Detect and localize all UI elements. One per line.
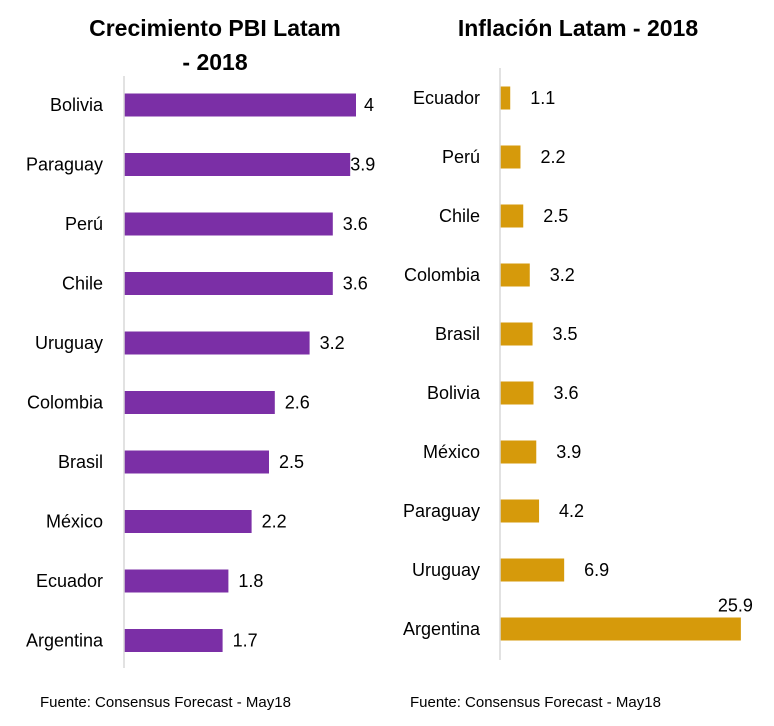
gdp-category-label-7: Brasil [58, 452, 103, 472]
inflation-bar-8 [500, 499, 540, 523]
inflation-category-label-3: Chile [439, 206, 480, 226]
inflation-bar-6 [500, 381, 534, 405]
gdp-bar-5 [124, 331, 310, 355]
gdp-source-note: Fuente: Consensus Forecast - May18 [40, 694, 291, 711]
gdp-bar-4 [124, 272, 333, 295]
gdp-category-label-8: México [46, 512, 103, 532]
gdp-bar-7 [124, 450, 269, 474]
inflation-bar-9 [500, 558, 565, 582]
gdp-bar-10 [124, 629, 223, 652]
gdp-value-label-10: 1.7 [233, 631, 258, 651]
gdp-bar-1 [124, 93, 356, 117]
gdp-value-label-7: 2.5 [279, 452, 304, 472]
gdp-bar-9 [124, 569, 229, 593]
inflation-bar-4 [500, 263, 530, 287]
gdp-value-label-2: 3.9 [350, 155, 375, 175]
inflation-bar-2 [500, 145, 521, 169]
inflation-value-label-5: 3.5 [553, 324, 578, 344]
gdp-bar-6 [124, 391, 275, 414]
gdp-category-label-1: Bolivia [50, 95, 104, 115]
gdp-bar-3 [124, 212, 333, 236]
inflation-value-label-6: 3.6 [553, 383, 578, 403]
inflation-category-label-4: Colombia [404, 265, 481, 285]
inflation-category-label-9: Uruguay [412, 560, 480, 580]
gdp-value-label-1: 4 [364, 95, 374, 115]
gdp-category-label-6: Colombia [27, 393, 104, 413]
gdp-value-label-5: 3.2 [320, 333, 345, 353]
inflation-bar-7 [500, 440, 537, 464]
gdp-value-label-3: 3.6 [343, 214, 368, 234]
inflation-value-label-10: 25.9 [718, 596, 753, 616]
gdp-growth-chart: Crecimiento PBI Latam - 2018 Bolivia 4 Par… [26, 15, 375, 711]
inflation-value-label-4: 3.2 [550, 265, 575, 285]
inflation-category-label-1: Ecuador [413, 88, 480, 108]
gdp-chart-title-line-1: Crecimiento PBI Latam [89, 15, 341, 41]
gdp-value-label-8: 2.2 [262, 512, 287, 532]
inflation-value-label-7: 3.9 [556, 442, 581, 462]
inflation-category-label-10: Argentina [403, 619, 481, 639]
inflation-category-label-6: Bolivia [427, 383, 481, 403]
gdp-bar-8 [124, 510, 252, 533]
gdp-category-label-4: Chile [62, 274, 103, 294]
inflation-value-label-8: 4.2 [559, 501, 584, 521]
gdp-category-label-10: Argentina [26, 631, 104, 651]
gdp-value-label-9: 1.8 [238, 571, 263, 591]
inflation-category-label-2: Perú [442, 147, 480, 167]
inflation-value-label-2: 2.2 [540, 147, 565, 167]
gdp-category-label-9: Ecuador [36, 571, 103, 591]
inflation-source-note: Fuente: Consensus Forecast - May18 [410, 694, 661, 711]
gdp-category-label-3: Perú [65, 214, 103, 234]
inflation-value-label-9: 6.9 [584, 560, 609, 580]
gdp-category-label-2: Paraguay [26, 155, 103, 175]
inflation-bars: Ecuador 1.1 Perú 2.2 Chile 2.5 Colombia 3.2 Bras… [403, 86, 753, 641]
inflation-value-label-3: 2.5 [543, 206, 568, 226]
gdp-bar-2 [124, 153, 351, 176]
inflation-bar-3 [500, 204, 524, 228]
gdp-value-label-6: 2.6 [285, 393, 310, 413]
gdp-bars: Bolivia 4 Paraguay 3.9 Perú 3.6 Chile 3.6 Urugua… [26, 93, 375, 652]
inflation-chart: Inflación Latam - 2018 Ecuador 1.1 Perú 2.2… [403, 15, 753, 711]
inflation-bar-10 [500, 617, 741, 641]
inflation-category-label-5: Brasil [435, 324, 480, 344]
inflation-value-label-1: 1.1 [530, 88, 555, 108]
inflation-category-label-7: México [423, 442, 480, 462]
inflation-bar-1 [500, 86, 511, 110]
gdp-value-label-4: 3.6 [343, 274, 368, 294]
inflation-category-label-8: Paraguay [403, 501, 480, 521]
gdp-category-label-5: Uruguay [35, 333, 103, 353]
gdp-chart-title-line-2: - 2018 [182, 49, 247, 75]
inflation-chart-title: Inflación Latam - 2018 [458, 15, 699, 41]
inflation-bar-5 [500, 322, 533, 346]
